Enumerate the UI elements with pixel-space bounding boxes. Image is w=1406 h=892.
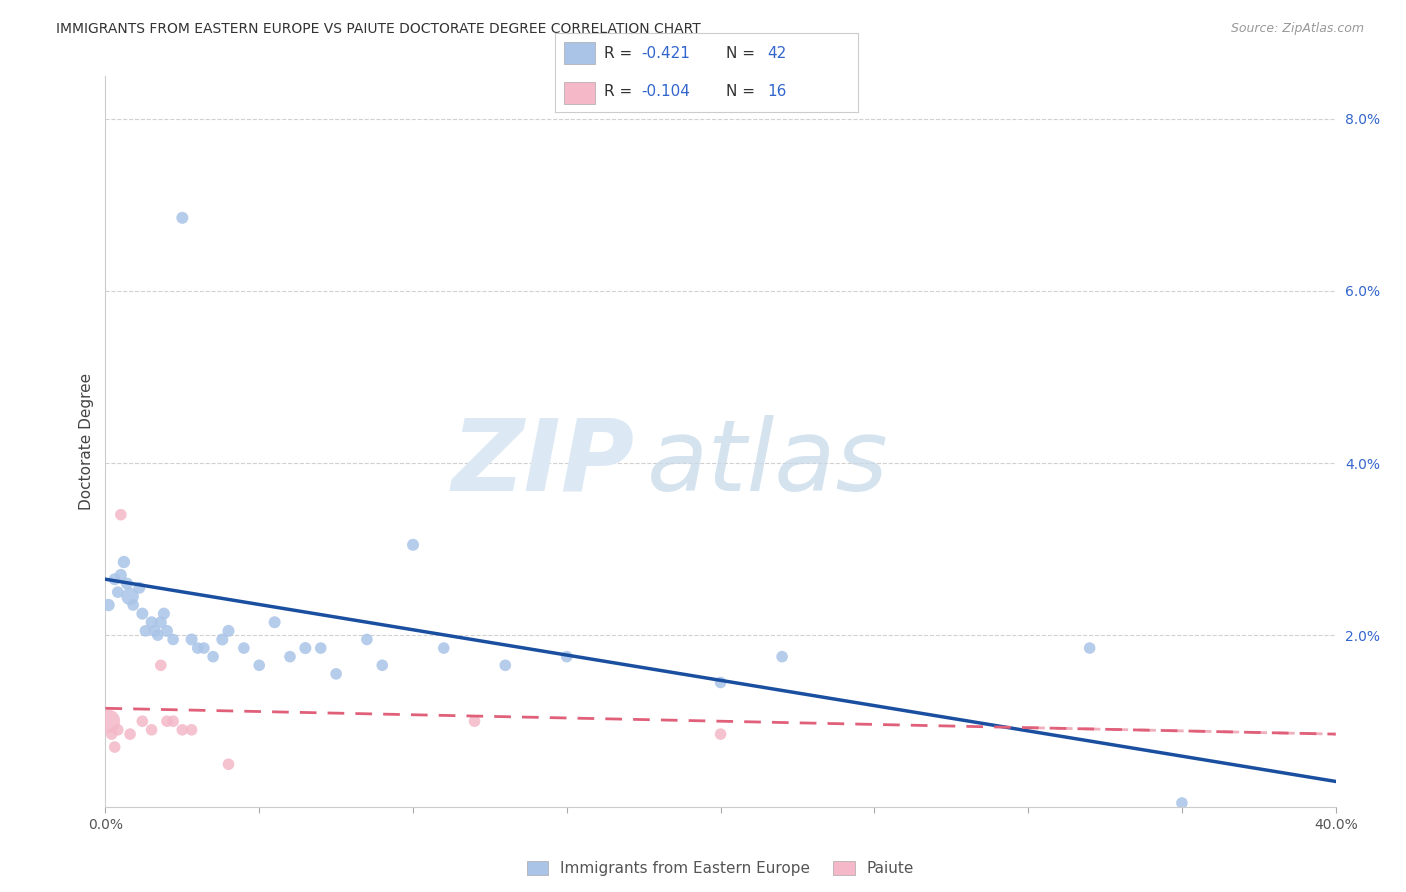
- Point: [193, 641, 215, 656]
- Point: [211, 632, 233, 647]
- Text: N =: N =: [725, 45, 761, 61]
- Bar: [564, 82, 595, 103]
- Y-axis label: Doctorate Degree: Doctorate Degree: [79, 373, 94, 510]
- Text: 42: 42: [768, 45, 786, 61]
- Point: [115, 576, 138, 591]
- Point: [263, 615, 285, 630]
- Point: [134, 624, 156, 638]
- Point: [112, 555, 135, 569]
- Point: [309, 641, 332, 656]
- Point: [356, 632, 378, 647]
- Point: [120, 590, 141, 604]
- Point: [97, 598, 120, 612]
- Point: [143, 624, 166, 638]
- Point: [433, 641, 456, 656]
- Point: [218, 757, 240, 772]
- Text: R =: R =: [603, 84, 637, 99]
- Point: [232, 641, 254, 656]
- Point: [172, 723, 194, 737]
- Point: [156, 714, 179, 729]
- Point: [128, 581, 150, 595]
- Point: [162, 632, 184, 647]
- Text: Source: ZipAtlas.com: Source: ZipAtlas.com: [1230, 22, 1364, 36]
- Point: [1078, 641, 1101, 656]
- Point: [110, 508, 132, 522]
- Legend: Immigrants from Eastern Europe, Paiute: Immigrants from Eastern Europe, Paiute: [519, 853, 922, 884]
- Point: [97, 714, 120, 729]
- Point: [100, 727, 122, 741]
- Point: [494, 658, 516, 673]
- Point: [770, 649, 793, 664]
- Point: [187, 641, 209, 656]
- Text: R =: R =: [603, 45, 637, 61]
- Point: [162, 714, 184, 729]
- Text: N =: N =: [725, 84, 761, 99]
- Text: ZIP: ZIP: [451, 415, 634, 512]
- Point: [172, 211, 194, 225]
- Point: [202, 649, 225, 664]
- Point: [107, 585, 129, 599]
- Point: [710, 675, 733, 690]
- Text: IMMIGRANTS FROM EASTERN EUROPE VS PAIUTE DOCTORATE DEGREE CORRELATION CHART: IMMIGRANTS FROM EASTERN EUROPE VS PAIUTE…: [56, 22, 702, 37]
- Point: [180, 632, 202, 647]
- Text: 16: 16: [768, 84, 786, 99]
- Point: [131, 714, 153, 729]
- Point: [278, 649, 301, 664]
- Text: atlas: atlas: [647, 415, 889, 512]
- Point: [156, 624, 179, 638]
- Point: [325, 666, 347, 681]
- Point: [710, 727, 733, 741]
- Point: [555, 649, 578, 664]
- Point: [141, 615, 163, 630]
- Point: [120, 727, 141, 741]
- Text: -0.104: -0.104: [641, 84, 690, 99]
- Point: [149, 615, 172, 630]
- Point: [371, 658, 394, 673]
- Text: -0.421: -0.421: [641, 45, 690, 61]
- Point: [149, 658, 172, 673]
- Point: [104, 739, 127, 754]
- Point: [1171, 796, 1194, 810]
- Point: [110, 568, 132, 582]
- Point: [247, 658, 270, 673]
- Point: [180, 723, 202, 737]
- Point: [141, 723, 163, 737]
- Point: [464, 714, 486, 729]
- Point: [153, 607, 176, 621]
- Point: [122, 598, 145, 612]
- Point: [146, 628, 169, 642]
- Point: [107, 723, 129, 737]
- Point: [294, 641, 316, 656]
- Bar: [564, 43, 595, 64]
- Point: [218, 624, 240, 638]
- Point: [131, 607, 153, 621]
- Point: [402, 538, 425, 552]
- Point: [104, 572, 127, 586]
